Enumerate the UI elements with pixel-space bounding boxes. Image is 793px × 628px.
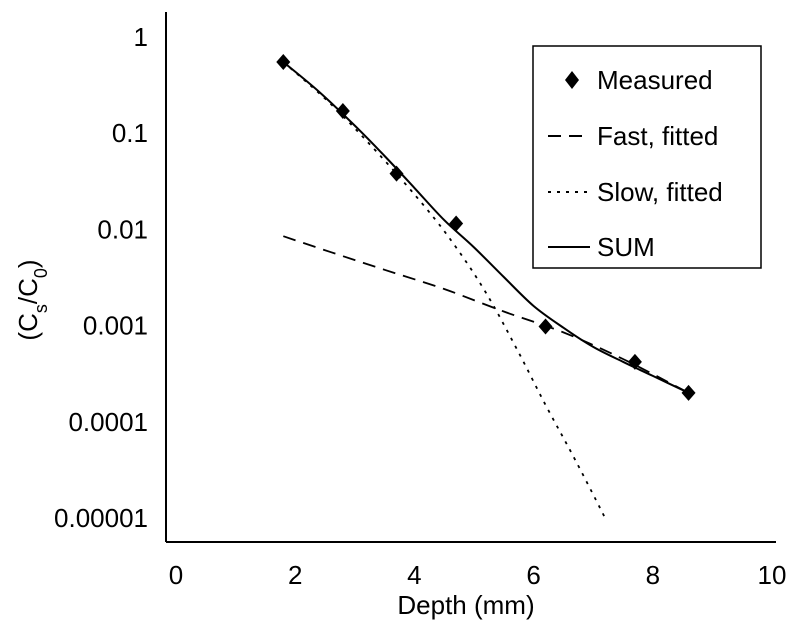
series-lines (282, 61, 690, 519)
legend-slow-label: Slow, fitted (597, 177, 723, 207)
x-tick-label-8: 8 (646, 560, 660, 590)
y-tick-label-0.0001: 0.0001 (68, 407, 148, 437)
legend-measured-label: Measured (597, 65, 713, 95)
measured-point-7 (681, 384, 696, 401)
measured-markers (276, 53, 696, 401)
y-axis-label: (Cs/C0) (13, 259, 51, 340)
x-tick-label-10: 10 (758, 560, 787, 590)
measured-point-6 (627, 353, 642, 370)
legend: Measured Fast, fitted Slow, fitted SUM (532, 45, 762, 269)
x-tick-label-0: 0 (169, 560, 183, 590)
measured-point-1 (276, 53, 291, 70)
x-axis-label: Depth (mm) (397, 590, 534, 620)
legend-fast-label: Fast, fitted (597, 121, 718, 151)
sum-line (282, 61, 690, 394)
measured-point-5 (538, 318, 553, 335)
measured-point-3 (389, 165, 404, 182)
x-tick-label-6: 6 (526, 560, 540, 590)
measured-point-2 (335, 103, 350, 120)
y-tick-label-0.00001: 0.00001 (54, 503, 148, 533)
y-axis-ticks: 1 0.1 0.01 0.001 0.0001 0.00001 (54, 22, 148, 533)
legend-measured-marker (565, 71, 579, 89)
measured-point-4 (449, 215, 464, 232)
y-tick-label-1: 1 (134, 22, 148, 52)
plot-area-frame (165, 12, 776, 543)
x-tick-label-4: 4 (407, 560, 421, 590)
fast-fitted-line (283, 235, 690, 394)
y-tick-label-0.01: 0.01 (97, 214, 148, 244)
slow-fitted-line (282, 61, 606, 519)
y-tick-label-0.001: 0.001 (83, 311, 148, 341)
y-axis-label-sub-0: 0 (31, 268, 51, 278)
y-axis-label-sub-s: s (31, 304, 51, 313)
y-axis-label-close: ) (13, 259, 43, 268)
y-tick-label-0.1: 0.1 (112, 118, 148, 148)
legend-sum-label: SUM (597, 232, 655, 262)
x-tick-label-2: 2 (288, 560, 302, 590)
x-axis-ticks: 0 2 4 6 8 10 (169, 560, 787, 590)
y-axis-label-open: (C (13, 313, 43, 340)
y-axis-label-mid: /C (13, 278, 43, 304)
